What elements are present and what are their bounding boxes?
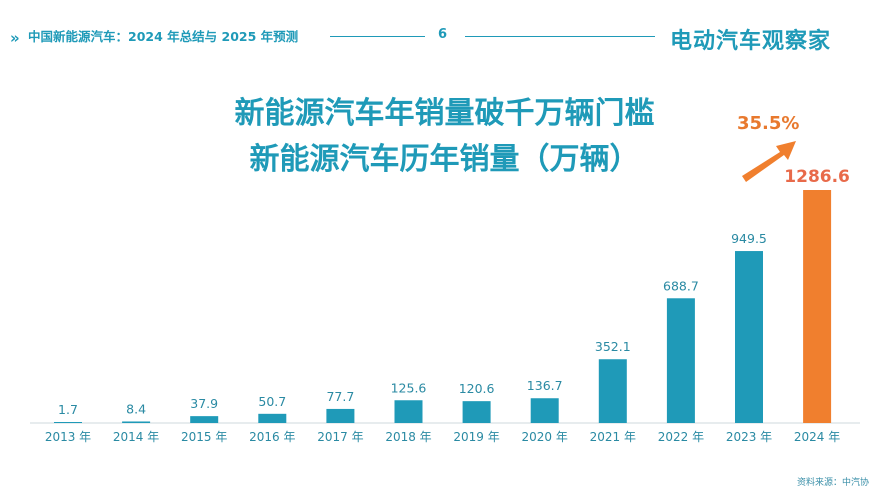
data-label: 8.4 xyxy=(126,401,146,416)
bar xyxy=(258,413,287,423)
data-label: 50.7 xyxy=(258,394,286,409)
bar xyxy=(803,190,832,423)
bar xyxy=(326,408,355,423)
bar xyxy=(122,421,151,423)
up-right-arrow-icon xyxy=(742,141,796,182)
x-tick-label: 2022 年 xyxy=(658,430,704,444)
x-tick-label: 2019 年 xyxy=(453,430,499,444)
header-title: 中国新能源汽车：2024 年总结与 2025 年预测 xyxy=(28,29,299,44)
x-tick-label: 2018 年 xyxy=(385,430,431,444)
bar xyxy=(462,401,491,423)
x-tick-label: 2015 年 xyxy=(181,430,227,444)
data-label: 352.1 xyxy=(595,339,631,354)
chart-title: 新能源汽车历年销量（万辆） xyxy=(249,142,640,177)
data-label: 688.7 xyxy=(663,278,699,293)
x-tick-label: 2017 年 xyxy=(317,430,363,444)
x-tick-label: 2021 年 xyxy=(590,430,636,444)
data-label: 1.7 xyxy=(58,402,78,417)
x-tick-label: 2024 年 xyxy=(794,430,840,444)
data-label: 77.7 xyxy=(326,389,354,404)
data-label: 125.6 xyxy=(391,380,427,395)
bar xyxy=(54,422,82,423)
bar xyxy=(190,416,219,423)
data-label: 949.5 xyxy=(731,231,767,246)
header-divider xyxy=(330,36,425,37)
growth-annotation: 35.5% xyxy=(737,113,800,134)
bar xyxy=(666,298,695,423)
bar xyxy=(530,398,559,423)
x-tick-label: 2023 年 xyxy=(726,430,772,444)
data-label: 1286.6 xyxy=(784,167,850,187)
x-tick-label: 2020 年 xyxy=(522,430,568,444)
source-note: 资料来源：中汽协 xyxy=(797,478,870,488)
slide-title: 新能源汽车年销量破千万辆门槛 xyxy=(234,96,655,131)
data-label: 136.7 xyxy=(527,378,563,393)
header-divider xyxy=(465,36,655,37)
x-tick-label: 2013 年 xyxy=(45,430,91,444)
x-tick-label: 2016 年 xyxy=(249,430,295,444)
bar xyxy=(598,359,627,423)
bar xyxy=(735,251,763,423)
double-chevron-right-icon: » xyxy=(10,29,20,47)
bar xyxy=(394,400,423,423)
logo: 电动汽车观察家 xyxy=(670,29,832,54)
data-label: 37.9 xyxy=(190,396,218,411)
page-number: 6 xyxy=(438,27,448,42)
x-tick-label: 2014 年 xyxy=(113,430,159,444)
data-label: 120.6 xyxy=(459,381,495,396)
